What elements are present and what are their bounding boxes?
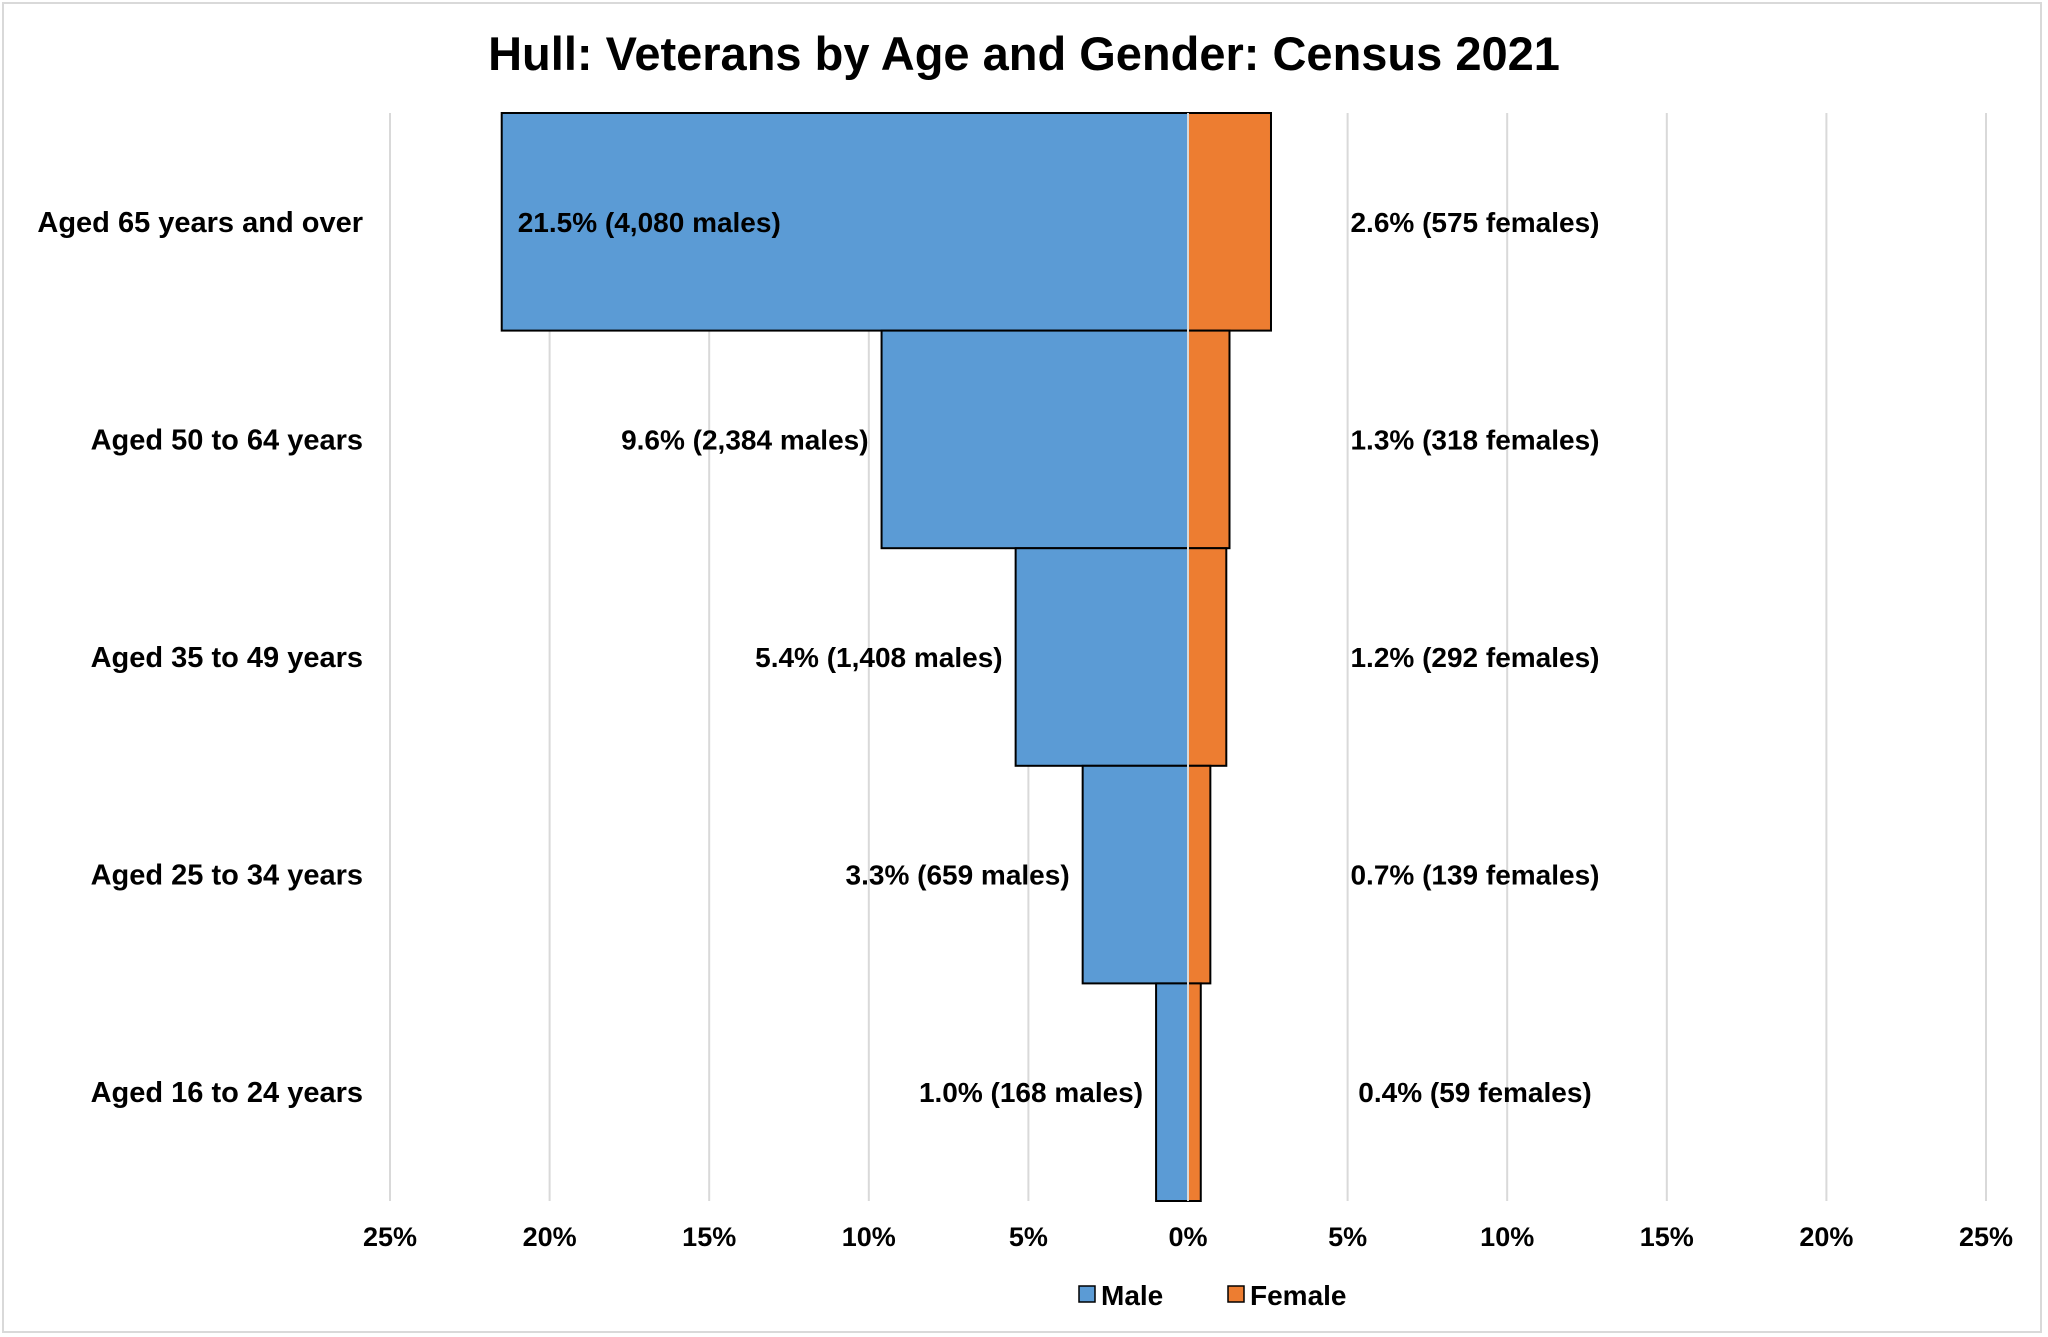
bar-male — [1014, 547, 1190, 767]
bar-female — [1187, 112, 1272, 332]
bar-male — [880, 329, 1189, 550]
x-tick-label: 5% — [1328, 1222, 1367, 1252]
x-tick-label: 10% — [1480, 1222, 1534, 1252]
data-label-female: 2.6% (575 females) — [1350, 207, 1599, 238]
category-label: Aged 16 to 24 years — [91, 1077, 363, 1109]
bar-male — [500, 112, 1190, 332]
data-label-female: 1.3% (318 females) — [1350, 424, 1599, 455]
x-axis-tick-labels: 25% 20% 15% 10% 5% 0% 5% 10% 15% 20% 25% — [363, 1222, 2013, 1252]
data-label-male: 21.5% (4,080 males) — [518, 207, 781, 238]
bars — [500, 112, 1272, 1203]
x-tick-label: 15% — [1640, 1222, 1694, 1252]
category-label: Aged 65 years and over — [37, 207, 363, 239]
data-label-male: 3.3% (659 males) — [846, 860, 1070, 891]
data-label-female: 1.2% (292 females) — [1350, 642, 1599, 673]
bar-female — [1187, 982, 1202, 1203]
legend-item: Female — [1227, 1280, 1347, 1311]
data-label-male: 9.6% (2,384 males) — [621, 424, 869, 455]
x-tick-label: 10% — [842, 1222, 896, 1252]
x-tick-label: 25% — [363, 1222, 417, 1252]
category-label: Aged 25 to 34 years — [91, 860, 363, 892]
bar-male — [1155, 982, 1189, 1203]
legend-swatch — [1078, 1285, 1096, 1303]
x-tick-label: 20% — [1799, 1222, 1853, 1252]
legend-label: Male — [1101, 1280, 1163, 1311]
chart-title: Hull: Veterans by Age and Gender: Census… — [488, 27, 1560, 80]
bar-female — [1187, 547, 1228, 767]
data-labels: 21.5% (4,080 males) 2.6% (575 females) 9.6… — [518, 207, 1600, 1108]
data-label-male: 1.0% (168 males) — [919, 1077, 1143, 1108]
x-tick-label: 5% — [1009, 1222, 1048, 1252]
category-labels: Aged 65 years and over Aged 50 to 64 year… — [37, 207, 363, 1109]
legend-swatch — [1227, 1285, 1245, 1303]
bar-male — [1081, 764, 1189, 985]
data-label-female: 0.7% (139 females) — [1350, 860, 1599, 891]
bar-female — [1187, 764, 1212, 985]
legend: Male Female — [1078, 1280, 1347, 1311]
x-tick-label: 20% — [523, 1222, 577, 1252]
category-label: Aged 35 to 49 years — [91, 642, 363, 674]
data-label-female: 0.4% (59 females) — [1358, 1077, 1591, 1108]
category-label: Aged 50 to 64 years — [91, 424, 363, 456]
x-tick-label: 25% — [1959, 1222, 2013, 1252]
x-tick-label: 15% — [682, 1222, 736, 1252]
x-tick-label: 0% — [1168, 1222, 1207, 1252]
legend-item: Male — [1078, 1280, 1163, 1311]
bar-female — [1187, 329, 1231, 550]
legend-label: Female — [1250, 1280, 1347, 1311]
data-label-male: 5.4% (1,408 males) — [755, 642, 1003, 673]
